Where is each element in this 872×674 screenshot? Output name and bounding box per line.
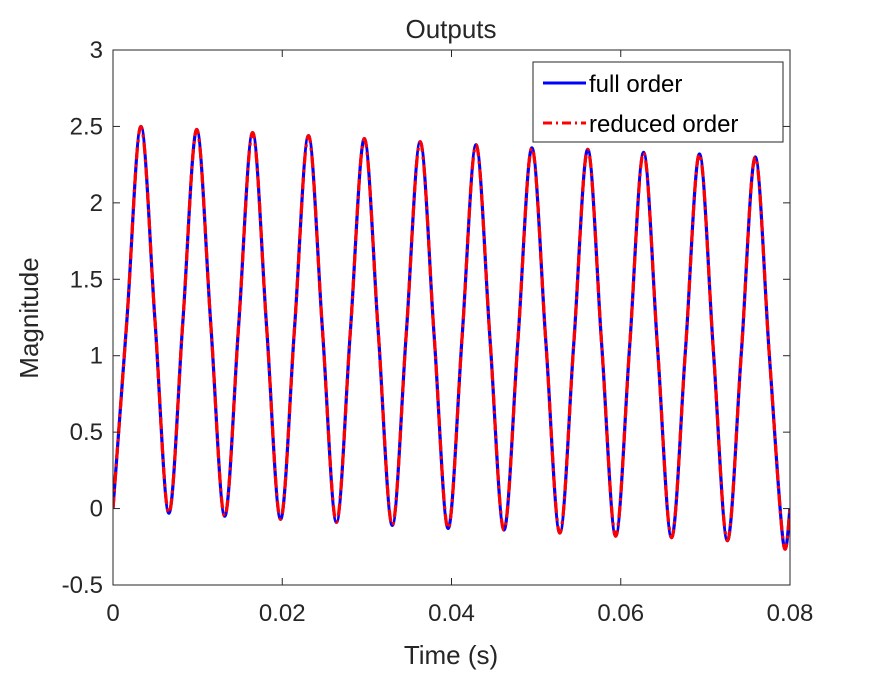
plot-frame — [112, 49, 791, 586]
legend-box — [532, 61, 784, 143]
y-tick-label: 2.5 — [70, 113, 103, 140]
legend-label-full-order: full order — [589, 71, 682, 98]
y-tick-label: 0 — [90, 496, 103, 523]
y-axis-label: Magnitude — [14, 257, 44, 378]
y-tick-label: 1 — [90, 343, 103, 370]
y-tick-label: -0.5 — [62, 572, 103, 599]
plot-area — [113, 124, 790, 551]
legend-label-reduced-order: reduced order — [589, 111, 738, 138]
chart-title: Outputs — [405, 14, 496, 44]
y-tick-label: 1.5 — [70, 266, 103, 293]
x-tick-label: 0.02 — [259, 600, 306, 627]
axis-ticks: 0 0.02 0.04 0.06 0.08-0.500.511.522.53 — [62, 37, 814, 627]
x-tick-label: 0.06 — [597, 600, 644, 627]
x-tick-label: 0.08 — [767, 600, 814, 627]
y-tick-label: 2 — [90, 190, 103, 217]
y-tick-label: 3 — [90, 37, 103, 64]
x-tick-label: 0.04 — [428, 600, 475, 627]
x-axis-label: Time (s) — [404, 640, 498, 670]
series-line-full-order — [113, 124, 790, 551]
x-tick-label: 0 — [106, 600, 119, 627]
legend: full order reduced order — [532, 61, 784, 143]
y-tick-label: 0.5 — [70, 419, 103, 446]
